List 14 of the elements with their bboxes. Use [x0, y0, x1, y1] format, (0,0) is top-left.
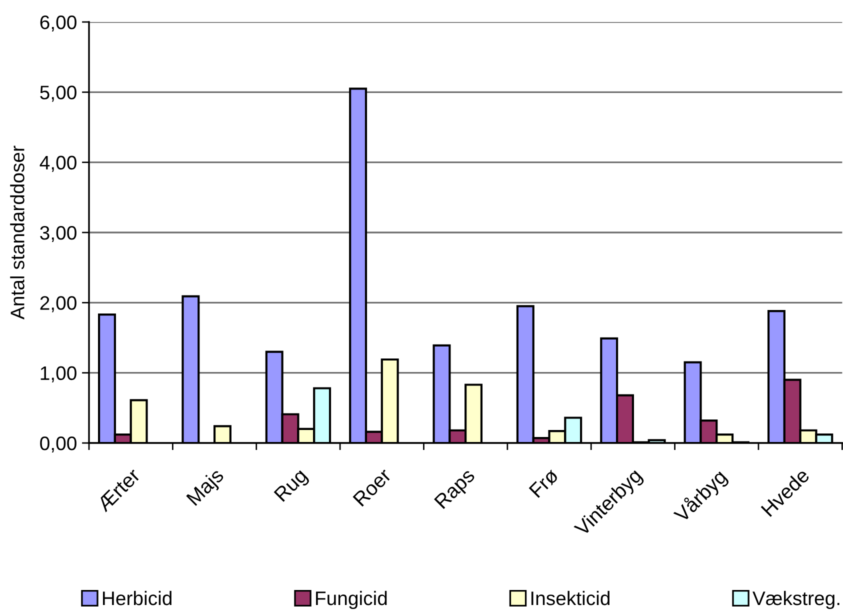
legend-label: Vækstreg. — [752, 590, 840, 610]
y-tick-label: 0,00 — [40, 436, 76, 453]
y-axis-title: Antal standarddoser — [10, 146, 24, 320]
y-tick-label: 1,00 — [40, 366, 76, 382]
x-tick-label: Rug — [274, 468, 311, 505]
x-tick-label: Frø — [528, 467, 560, 498]
y-tick-label: 2,00 — [40, 296, 76, 312]
legend-label: Herbicid — [102, 590, 172, 606]
y-tick-label: 3,00 — [40, 226, 76, 242]
legend-label: Insekticid — [531, 590, 610, 606]
y-tick-label: 5,00 — [40, 86, 76, 102]
y-tick-label: 6,00 — [40, 15, 76, 32]
y-tick-label: 4,00 — [40, 156, 76, 172]
legend-label: Fungicid — [316, 590, 387, 610]
